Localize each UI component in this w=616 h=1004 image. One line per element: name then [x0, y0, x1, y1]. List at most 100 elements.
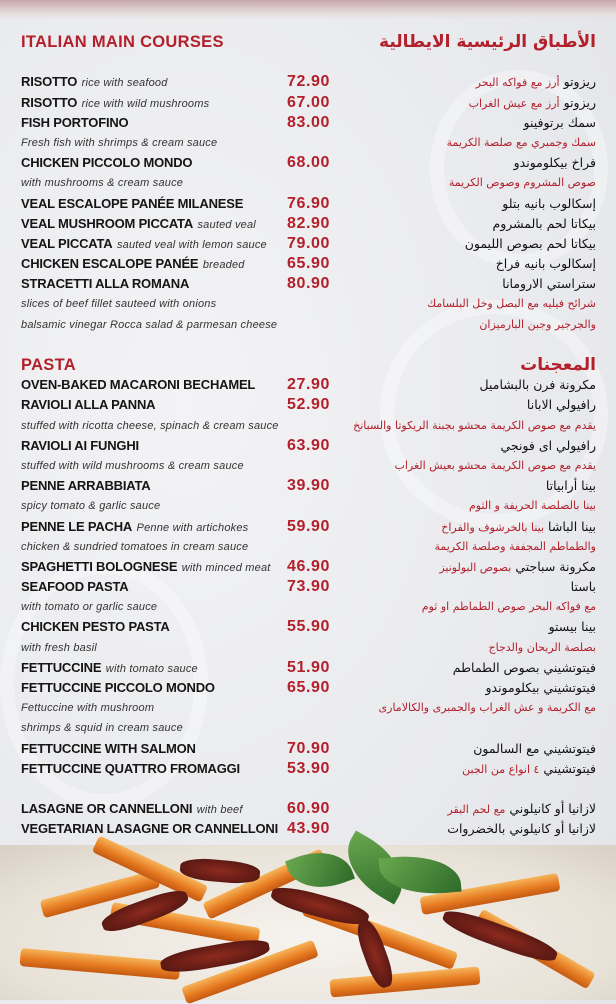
section-title: PASTA المعجنات [0, 355, 616, 375]
item-description: stuffed with wild mushrooms & cream sauc… [0, 456, 616, 476]
spacer [0, 335, 616, 355]
item-price: 68.00 [286, 154, 330, 172]
item-en: FETTUCCINE WITH SALMON [21, 739, 196, 759]
description-ar: مع فواكه البحر صوص الطماطم او ثوم [421, 600, 596, 614]
item-en: SEAFOOD PASTA [21, 577, 129, 597]
description-ar: مع الكريمة و عش الغراب والجمبرى والكالام… [378, 701, 596, 715]
item-ar: ريزوتو أرز مع عيش الغراب [469, 93, 596, 114]
item-note: with minced meat [181, 561, 271, 574]
menu-item: SEAFOOD PASTA 73.90 باستا [0, 577, 616, 597]
item-name-ar: بيكاتا لحم بصوص الليمون [464, 235, 596, 251]
item-price: 65.90 [286, 679, 330, 696]
item-description: with mushrooms & cream sauce صوص المشروم … [0, 173, 616, 193]
menu-item: STRACETTI ALLA ROMANA 80.90 ستراستي الاروم… [0, 274, 616, 294]
item-note: rice with wild mushrooms [81, 97, 210, 110]
item-en: STRACETTI ALLA ROMANA [21, 274, 189, 294]
menu-item: RISOTTO rice with seafood 72.90 ريزوتو أرز… [0, 72, 616, 92]
item-name: FETTUCCINE QUATTRO FROMAGGI [21, 760, 240, 776]
item-ar: إسكالوب بانيه فراخ [496, 254, 596, 274]
item-name-ar: فيتوتشيني [543, 760, 596, 776]
item-note: Penne with artichokes [136, 521, 249, 534]
item-name: VEAL ESCALOPE PANÉE MILANESE [21, 195, 244, 211]
item-name: LASAGNE OR CANNELLONI [21, 801, 193, 817]
item-price: 82.90 [286, 214, 330, 232]
item-name: FISH PORTOFINO [21, 114, 129, 130]
item-ar: بينا أرابياتا [546, 476, 596, 496]
menu-item: VEGETARIAN LASAGNE OR CANNELLONI 43.90 لاز… [0, 819, 616, 839]
item-en: VEAL MUSHROOM PICCATA sauted veal [21, 214, 256, 235]
description-en: Fresh fish with shrimps & cream sauce [21, 136, 218, 149]
section-title-en: PASTA [21, 356, 76, 374]
item-en: VEAL ESCALOPE PANÉE MILANESE [21, 194, 243, 214]
item-price: 60.90 [286, 800, 330, 818]
item-en: RAVIOLI AI FUNGHI [21, 436, 139, 456]
item-price: 43.90 [286, 820, 330, 838]
pasta-photo [0, 830, 616, 1004]
item-price: 51.90 [286, 658, 330, 676]
item-ar: رافيولي الابانا [527, 395, 596, 415]
item-price: 53.90 [286, 759, 330, 777]
menu-item: RAVIOLI AI FUNGHI 63.90 رافيولي اى فونجي [0, 436, 616, 456]
item-ar: بيكاتا لحم بصوص الليمون [465, 234, 596, 254]
item-en: OVEN-BAKED MACARONI BECHAMEL [21, 375, 255, 395]
item-ar: بينا الباشا بينا بالخرشوف والفراخ [441, 517, 596, 538]
menu-item: RAVIOLI ALLA PANNA 52.90 رافيولي الابانا [0, 395, 616, 415]
item-ar: مكرونة سباجتي بصوص البولونيز [439, 557, 596, 578]
item-ar: ريزوتو أرز مع فواكه البحر [476, 72, 596, 93]
description-ar: يقدم مع صوص الكريمة محشو بجبنة الريكوتا … [353, 418, 596, 432]
item-note-ar: بصوص البولونيز [439, 560, 512, 574]
menu-item: LASAGNE OR CANNELLONI with beef 60.90 لازا… [0, 799, 616, 819]
item-name: FETTUCCINE PICCOLO MONDO [21, 680, 215, 695]
item-name: VEAL MUSHROOM PICCATA [21, 215, 194, 231]
item-price: 39.90 [286, 477, 330, 495]
item-price: 59.90 [286, 517, 330, 535]
menu-item: FISH PORTOFINO 83.00 سمك برتوفينو [0, 113, 616, 133]
item-description: balsamic vinegar Rocca salad & parmesan … [0, 315, 616, 335]
item-name-ar: بينا أرابياتا [545, 478, 596, 494]
item-en: PENNE LE PACHA Penne with artichokes [21, 517, 248, 538]
item-note-ar: أرز مع فواكه البحر [475, 76, 560, 90]
item-name-ar: بينا الباشا [548, 518, 596, 534]
item-en: CHICKEN PICCOLO MONDO [21, 153, 193, 173]
menu-item: CHICKEN ESCALOPE PANÉE breaded 65.90 إسكال… [0, 254, 616, 274]
item-name-ar: فيتوتشيني مع السالمون [473, 740, 596, 756]
top-border [0, 0, 616, 20]
menu-item: PENNE ARRABBIATA 39.90 بينا أرابياتا [0, 476, 616, 496]
item-en: FETTUCCINE with tomato sauce [21, 658, 198, 679]
item-en: FETTUCCINE QUATTRO FROMAGGI [21, 759, 240, 779]
menu-item: FETTUCCINE PICCOLO MONDO 65.90 فيتوتشيني ب… [0, 678, 616, 698]
item-note-ar: بينا بالخرشوف والفراخ [441, 520, 545, 534]
description-en: with mushrooms & cream sauce [21, 177, 184, 190]
description-ar: والجرجير وجبن البارميزان [479, 317, 596, 331]
item-name-ar: بينا بيستو [548, 619, 596, 635]
description-en: slices of beef fillet sauteed with onion… [21, 298, 217, 311]
item-price: 46.90 [286, 557, 330, 575]
description-en: stuffed with ricotta cheese, spinach & c… [21, 419, 279, 432]
item-name: PENNE ARRABBIATA [21, 478, 151, 494]
item-name-ar: فيتوتشيني بصوص الطماطم [452, 659, 596, 675]
item-name: FETTUCCINE [21, 659, 102, 675]
item-description: chicken & sundried tomatoes in cream sau… [0, 537, 616, 557]
item-name-ar: ريزوتو [563, 94, 596, 110]
item-description: stuffed with ricotta cheese, spinach & c… [0, 416, 616, 436]
spacer [0, 779, 616, 799]
spacer [0, 52, 616, 72]
menu-item: CHICKEN PICCOLO MONDO 68.00 فراخ بيكلوموند… [0, 153, 616, 173]
item-name: SEAFOOD PASTA [21, 579, 129, 595]
item-name-ar: رافيولي اى فونجي [500, 437, 596, 453]
item-ar: ستراستي الارومانا [502, 274, 596, 294]
item-description: Fettuccine with mushroom مع الكريمة و عش … [0, 698, 616, 718]
item-description: Fresh fish with shrimps & cream sauce سمك… [0, 133, 616, 153]
item-price: 65.90 [286, 255, 330, 273]
item-name: RAVIOLI ALLA PANNA [21, 397, 156, 413]
item-en: CHICKEN ESCALOPE PANÉE breaded [21, 254, 245, 275]
item-name: CHICKEN PICCOLO MONDO [21, 155, 193, 171]
description-en: shrimps & squid in cream sauce [21, 722, 183, 735]
item-name-ar: مكرونة فرن بالبشاميل [479, 377, 596, 393]
item-name: STRACETTI ALLA ROMANA [21, 276, 190, 292]
item-en: LASAGNE OR CANNELLONI with beef [21, 799, 243, 820]
item-note: sauted veal [197, 218, 256, 231]
item-en: FETTUCCINE PICCOLO MONDO [21, 678, 215, 698]
item-price: 52.90 [286, 396, 330, 414]
item-ar: مكرونة فرن بالبشاميل [480, 375, 596, 395]
